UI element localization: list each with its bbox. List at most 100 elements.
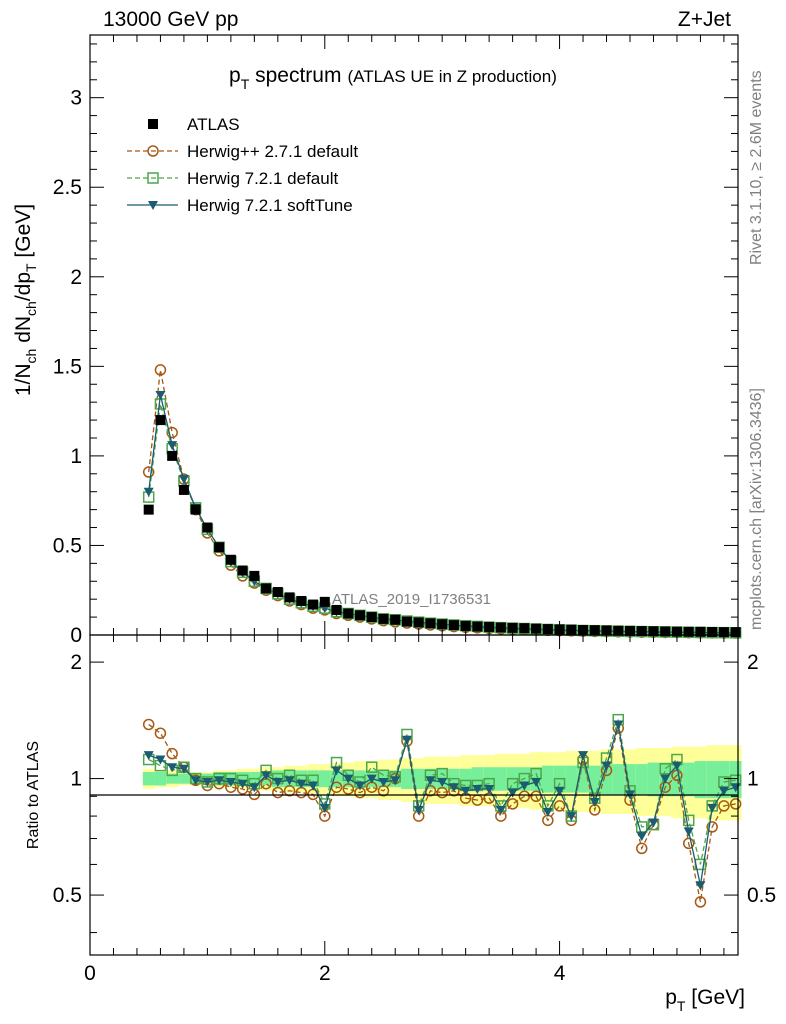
herwig-7-2-1-softtune-ratio-point <box>167 763 178 773</box>
herwig-7-2-1-softtune-ratio-point <box>519 781 530 791</box>
herwig-2-7-1-default-point <box>166 426 178 439</box>
herwig-7-2-1-softtune-ratio-point <box>507 788 518 798</box>
herwig-7-2-1-softtune-ratio-point <box>355 781 365 791</box>
stat-uncertainty-band <box>295 770 308 788</box>
herwig-7-2-1-softtune-ratio-point <box>601 761 612 771</box>
stat-uncertainty-band <box>577 765 589 793</box>
stat-uncertainty-band <box>612 764 625 795</box>
y-tick-label: 2 <box>70 266 82 289</box>
atlas-point <box>237 565 248 576</box>
herwig-7-2-1-softtune-ratio-point <box>437 777 448 787</box>
herwig-7-2-1-softtune-ratio-point <box>718 786 729 796</box>
herwig-2-7-1-default-ratio-point <box>142 718 155 731</box>
stat-uncertainty-band <box>236 771 249 786</box>
y-tick-label: 3 <box>70 87 82 110</box>
stat-uncertainty-band <box>729 761 742 799</box>
herwig-7-2-1-softtune-point <box>167 441 178 451</box>
herwig-7-2-1-softtune-ratio-point <box>155 755 166 765</box>
stat-uncertainty-band <box>142 771 155 786</box>
herwig-7-2-1-softtune-ratio-point <box>531 777 542 787</box>
stat-uncertainty-band <box>671 762 683 797</box>
atlas-point <box>343 608 354 619</box>
plot-title: pT spectrum (ATLAS UE in Z production) <box>229 64 557 92</box>
legend-marker-herwig-7-2-1-softtune <box>148 201 158 210</box>
herwig-7-2-1-default-ratio-point <box>635 821 648 833</box>
herwig-2-7-1-default-ratio-point <box>342 783 355 795</box>
stat-uncertainty-band <box>307 770 319 788</box>
stat-uncertainty-band <box>718 761 730 799</box>
atlas-point <box>484 621 495 632</box>
herwig-7-2-1-softtune-ratio-point <box>542 807 553 817</box>
stat-uncertainty-band <box>330 770 343 788</box>
stat-uncertainty-band <box>154 771 167 786</box>
ratio-panel-series <box>142 713 742 908</box>
x-tick-label: 2 <box>319 962 331 985</box>
herwig-7-2-1-softtune-ratio-point <box>425 776 436 786</box>
atlas-point <box>425 618 436 629</box>
atlas-point <box>448 620 459 631</box>
atlas-point <box>261 583 272 594</box>
legend-label-herwig-7-2-1-default: Herwig 7.2.1 default <box>187 169 338 188</box>
atlas-point <box>566 624 577 635</box>
legend-label-herwig-2-7-1-default: Herwig++ 2.7.1 default <box>187 142 358 161</box>
herwig-2-7-1-default-ratio-point <box>635 842 648 855</box>
herwig-2-7-1-default-ratio-point <box>272 786 284 799</box>
herwig-2-7-1-default-point <box>154 364 167 376</box>
herwig-7-2-1-softtune-ratio-point <box>636 832 647 842</box>
atlas-point <box>589 625 600 636</box>
stat-uncertainty-band <box>541 765 554 793</box>
herwig-7-2-1-softtune-ratio-point <box>671 761 682 771</box>
herwig-7-2-1-softtune-ratio-point <box>484 784 495 794</box>
atlas-point <box>202 522 213 533</box>
herwig-7-2-1-softtune-ratio-point <box>472 784 483 794</box>
herwig-2-7-1-default-ratio-point <box>166 747 178 760</box>
atlas-point <box>143 504 154 515</box>
herwig-2-7-1-default-ratio-point <box>283 785 296 797</box>
stat-uncertainty-band <box>706 761 719 799</box>
atlas-point <box>214 542 225 553</box>
atlas-point <box>613 625 624 636</box>
svg-text:pT spectrum(ATLAS UE in Z prod: pT spectrum (ATLAS UE in Z production) <box>229 64 557 92</box>
stat-uncertainty-band <box>565 765 578 793</box>
herwig-7-2-1-softtune-ratio-point <box>460 786 471 796</box>
ratio-tick-label-right: 0.5 <box>747 884 776 907</box>
atlas-point <box>472 621 483 632</box>
legend-marker-atlas <box>148 119 158 129</box>
x-axis-label: pT [GeV] <box>665 986 745 1014</box>
atlas-point <box>249 570 260 581</box>
stat-uncertainty-band <box>318 770 331 788</box>
stat-uncertainty-band <box>166 773 179 784</box>
legend: ATLAS Herwig++ 2.7.1 default Herwig 7.2.1 … <box>127 115 358 215</box>
herwig-7-2-1-softtune-ratio-point <box>249 783 260 793</box>
ratio-tick-label-left: 0.5 <box>53 884 82 907</box>
y-tick-label: 1 <box>70 445 82 468</box>
herwig-7-2-1-softtune-ratio-point <box>613 720 624 730</box>
stat-uncertainty-band <box>354 770 366 788</box>
herwig-7-2-1-softtune-point <box>178 475 189 485</box>
stat-uncertainty-band <box>401 768 413 789</box>
atlas-point <box>660 626 671 637</box>
herwig-7-2-1-softtune-ratio-point <box>319 803 330 813</box>
herwig-2-7-1-default-ratio-point <box>706 821 718 833</box>
atlas-point <box>413 617 424 628</box>
atlas-point <box>272 587 283 598</box>
rivet-label: Rivet 3.1.10, ≥ 2.6M events <box>748 70 765 265</box>
herwig-7-2-1-default-ratio-point <box>659 763 671 775</box>
herwig-7-2-1-softtune-point <box>143 487 154 497</box>
herwig-2-7-1-default-ratio-point <box>718 800 730 812</box>
herwig-7-2-1-softtune-ratio-point <box>237 779 248 789</box>
stat-uncertainty-band <box>635 764 648 795</box>
herwig-2-7-1-default-ratio-point <box>506 798 519 810</box>
atlas-point <box>225 554 236 565</box>
herwig-7-2-1-softtune-ratio-point <box>413 805 424 815</box>
herwig-7-2-1-softtune-point <box>155 391 166 400</box>
atlas-point <box>401 616 412 627</box>
herwig-7-2-1-softtune-ratio-point <box>143 751 154 761</box>
atlas-point <box>178 484 189 495</box>
atlas-point <box>190 504 201 515</box>
herwig-7-2-1-softtune-ratio-point <box>178 764 189 774</box>
atlas-point <box>284 592 295 603</box>
herwig-7-2-1-softtune-ratio-point <box>284 776 295 786</box>
atlas-point <box>730 627 741 638</box>
atlas-point <box>507 622 518 633</box>
